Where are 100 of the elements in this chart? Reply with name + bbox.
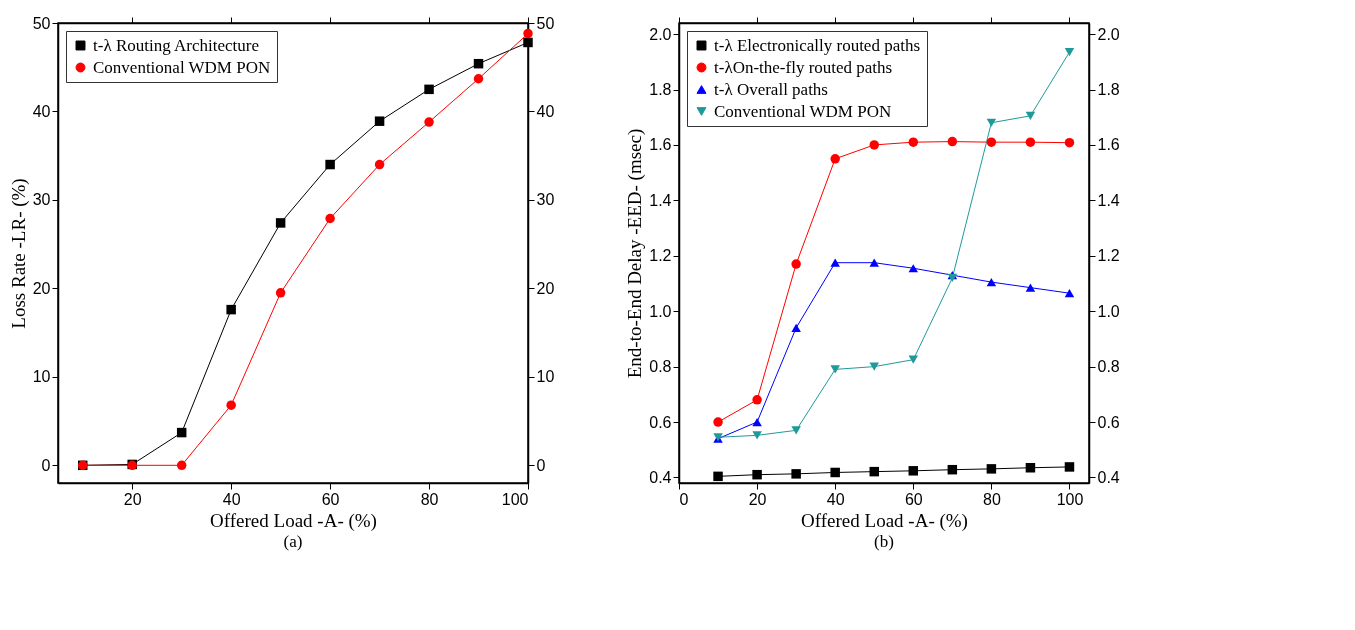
point xyxy=(752,395,762,405)
legend-label: Conventional WDM PON xyxy=(93,57,271,77)
point xyxy=(830,467,840,478)
point xyxy=(1064,462,1075,472)
point xyxy=(523,37,533,48)
y-tick-label: 2.0 xyxy=(649,25,672,43)
x-tick-label: 80 xyxy=(982,490,1001,508)
point xyxy=(791,426,801,435)
legend-label: t-λOn-the-fly routed paths xyxy=(714,57,893,77)
y2-tick-label: 20 xyxy=(536,279,555,297)
x-tick-label: 40 xyxy=(222,490,241,508)
point xyxy=(908,466,919,476)
x-tick-label: 40 xyxy=(826,490,845,508)
point xyxy=(374,159,385,170)
point xyxy=(1064,137,1075,148)
point xyxy=(1025,137,1036,147)
y-tick-label: 1.6 xyxy=(649,136,672,154)
y-tick-label: 50 xyxy=(32,14,51,32)
x-tick-label: 20 xyxy=(748,490,767,508)
legend-label: t-λ Routing Architecture xyxy=(93,35,259,55)
y-tick-label: 0.4 xyxy=(649,468,672,486)
point xyxy=(473,58,484,69)
point xyxy=(424,117,434,127)
y2-tick-label: 1.6 xyxy=(1097,136,1120,154)
point xyxy=(830,365,840,374)
y2-tick-label: 40 xyxy=(536,102,555,120)
y2-tick-label: 1.8 xyxy=(1097,81,1120,99)
point xyxy=(752,431,762,440)
y2-tick-label: 50 xyxy=(536,14,555,32)
point xyxy=(424,84,434,95)
y-axis-title: Loss Rate -LR- (%) xyxy=(7,178,30,329)
point xyxy=(325,159,335,170)
y2-tick-label: 2.0 xyxy=(1097,25,1120,43)
legend-label: t-λ Overall paths xyxy=(714,79,828,99)
point xyxy=(226,400,236,410)
y2-tick-label: 1.4 xyxy=(1097,191,1120,209)
point xyxy=(1064,47,1075,57)
point xyxy=(473,74,484,84)
point xyxy=(176,427,187,438)
point xyxy=(1025,283,1036,292)
x-tick-label: 0 xyxy=(679,490,689,508)
x-tick-label: 80 xyxy=(420,490,439,508)
point xyxy=(986,464,997,474)
point xyxy=(752,469,762,480)
y2-tick-label: 1.2 xyxy=(1097,247,1120,265)
y-tick-label: 1.0 xyxy=(649,302,672,320)
point xyxy=(791,469,801,479)
text: (b) xyxy=(874,532,894,551)
legend-label: Conventional WDM PON xyxy=(714,101,892,121)
y2-tick-label: 0.6 xyxy=(1097,413,1120,431)
point xyxy=(226,304,236,315)
point xyxy=(275,288,286,298)
y-tick-label: 1.4 xyxy=(649,191,672,209)
x-tick-label: 100 xyxy=(501,490,529,508)
y2-tick-label: 0 xyxy=(536,456,546,474)
point xyxy=(947,136,958,147)
y-tick-label: 10 xyxy=(32,368,51,386)
text: (a) xyxy=(283,532,303,551)
y2-tick-label: 10 xyxy=(536,368,555,386)
y-tick-label: 0 xyxy=(41,456,51,474)
point xyxy=(830,154,840,164)
point xyxy=(713,417,723,427)
point xyxy=(791,259,801,269)
point xyxy=(986,277,997,287)
point xyxy=(947,464,958,475)
x-tick-label: 100 xyxy=(1056,490,1084,508)
y-axis-title: End-to-End Delay -EED- (msec) xyxy=(624,128,647,379)
y-tick-label: 30 xyxy=(32,191,51,209)
point xyxy=(986,137,997,147)
y2-tick-label: 1.0 xyxy=(1097,302,1120,320)
point xyxy=(1025,463,1036,473)
x-tick-label: 60 xyxy=(321,490,340,508)
point xyxy=(1064,289,1075,298)
legend-label: t-λ Electronically routed paths xyxy=(714,35,921,55)
y-tick-label: 40 xyxy=(32,102,51,120)
point xyxy=(713,471,723,482)
point xyxy=(908,137,919,147)
point xyxy=(325,213,335,224)
point xyxy=(791,323,801,332)
point xyxy=(986,118,997,127)
point xyxy=(908,264,919,273)
y2-tick-label: 0.8 xyxy=(1097,358,1120,376)
y-tick-label: 1.2 xyxy=(649,247,672,265)
point xyxy=(374,116,385,126)
x-tick-label: 20 xyxy=(123,490,142,508)
y-tick-label: 20 xyxy=(32,279,51,297)
y-tick-label: 1.8 xyxy=(649,81,672,99)
x-tick-label: 60 xyxy=(904,490,923,508)
point xyxy=(869,466,879,477)
y-tick-label: 0.6 xyxy=(649,413,672,431)
point xyxy=(523,28,533,39)
point xyxy=(275,218,286,228)
y2-tick-label: 30 xyxy=(536,191,555,209)
x-axis-title: Offered Load -A- (%) xyxy=(210,509,377,532)
point xyxy=(869,258,879,267)
x-axis-title: Offered Load -A- (%) xyxy=(801,509,968,532)
point xyxy=(869,140,879,150)
point xyxy=(176,460,187,471)
point xyxy=(830,258,840,267)
point xyxy=(1025,111,1036,120)
